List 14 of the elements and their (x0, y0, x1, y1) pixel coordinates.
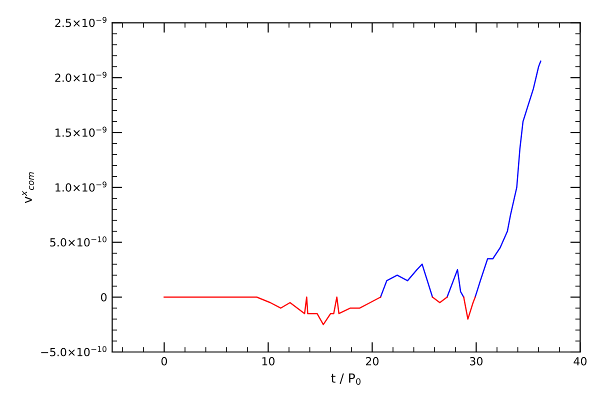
x-axis-title: t / P$_{0}$ (331, 374, 361, 385)
y-axis-title: v$^{x}$$_{com}$ (22, 172, 34, 204)
y-tick-label: 2.5×10$^{−9}$ (55, 16, 106, 28)
x-tick-label: 40 (574, 357, 587, 366)
x-tick-label: 10 (262, 357, 275, 366)
y-tick-label: 5.0×10$^{−10}$ (50, 236, 106, 247)
x-tick-label: 30 (470, 357, 483, 366)
y-tick-label: 2.0×10$^{−9}$ (55, 72, 106, 82)
x-tick-label: 20 (366, 357, 379, 366)
y-tick-label: 1.0×10$^{−9}$ (56, 182, 106, 192)
x-tick-label: 0 (161, 357, 167, 366)
y-tick-label: −5.0×10$^{−10}$ (41, 346, 106, 356)
y-tick-label: 1.5×10$^{−9}$ (56, 126, 106, 137)
y-tick-label: 0 (101, 293, 107, 302)
